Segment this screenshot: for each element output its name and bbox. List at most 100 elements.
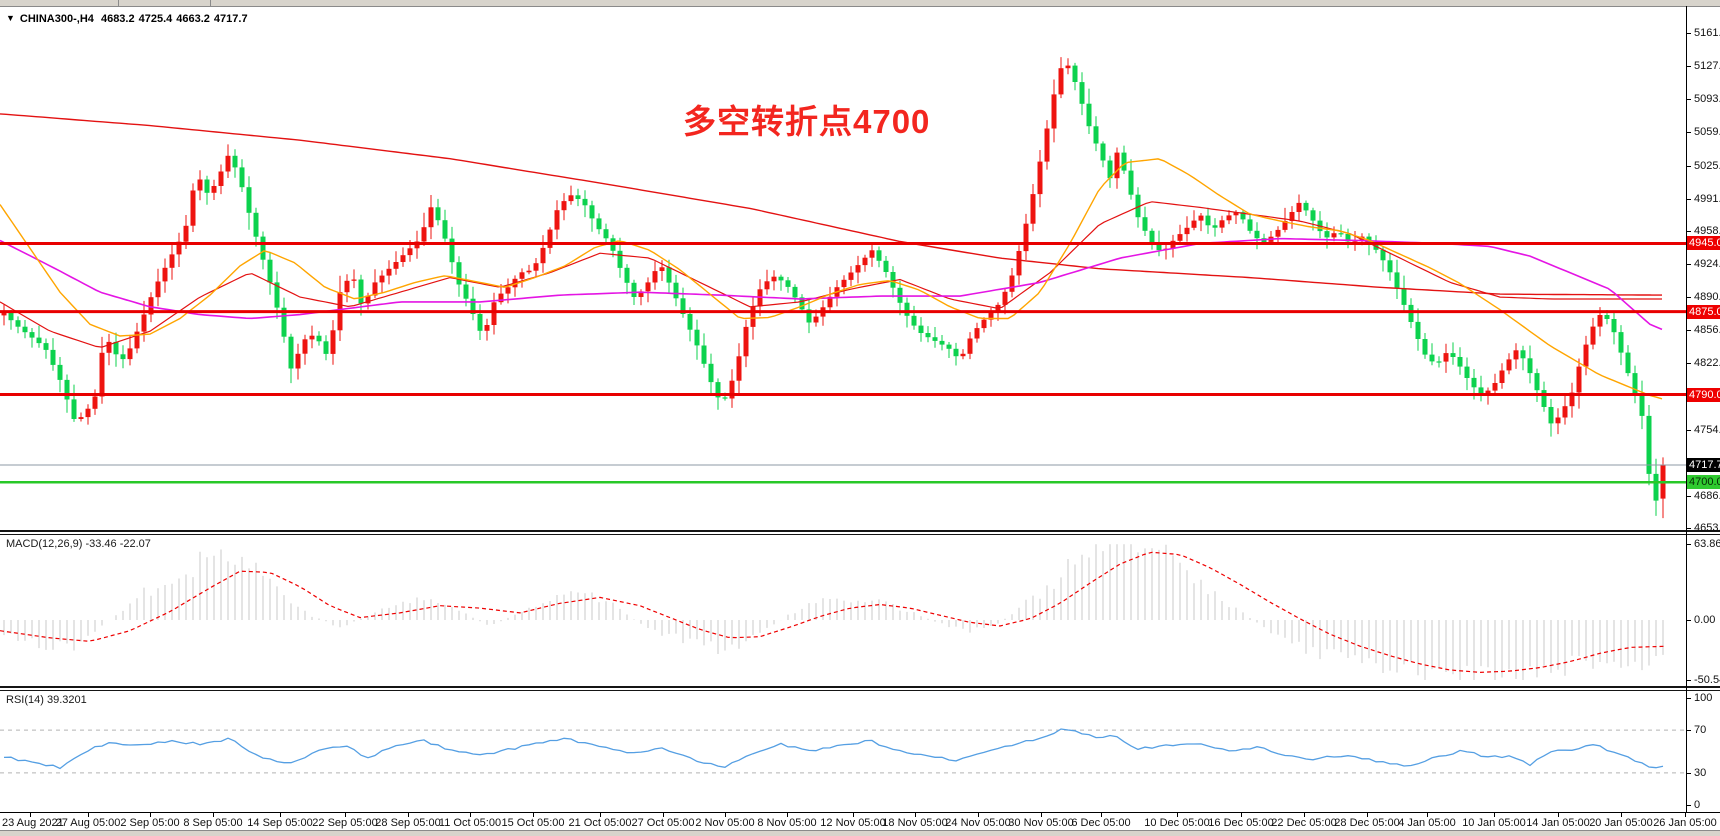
main-chart-canvas[interactable] bbox=[0, 7, 1686, 530]
close-value: 4717.7 bbox=[213, 13, 248, 25]
rsi-axis-label: 100 bbox=[1694, 692, 1713, 704]
time-tick bbox=[600, 813, 601, 817]
panel-separator bbox=[0, 530, 1720, 535]
time-tick bbox=[30, 813, 31, 817]
time-axis-label: 15 Oct 05:00 bbox=[501, 817, 565, 829]
axis-tick bbox=[1686, 544, 1691, 545]
time-axis-label: 24 Nov 05:00 bbox=[945, 817, 1011, 829]
price-axis-label: 4686.0 bbox=[1694, 489, 1720, 502]
axis-tick bbox=[1686, 99, 1691, 101]
time-tick bbox=[853, 813, 854, 817]
toolbar-strip bbox=[0, 0, 1720, 7]
rsi-axis-label: 0 bbox=[1694, 799, 1701, 811]
price-axis-label: 4890.0 bbox=[1694, 291, 1720, 304]
time-tick bbox=[1101, 813, 1102, 817]
time-axis-label: 11 Oct 05:00 bbox=[438, 817, 502, 829]
main-chart-panel[interactable]: ▼ CHINA300-,H4 4683.2 4725.4 4663.2 4717.7 多… bbox=[0, 7, 1720, 530]
macd-indicator-label: MACD(12,26,9) -33.46 -22.07 bbox=[6, 538, 151, 550]
price-axis-border bbox=[1686, 6, 1687, 812]
time-tick bbox=[1041, 813, 1042, 817]
time-axis-label: 2 Sep 05:00 bbox=[120, 817, 180, 829]
axis-tick bbox=[1686, 772, 1691, 774]
price-badge-4945.0: 4945.0 bbox=[1687, 236, 1720, 251]
axis-tick bbox=[1686, 698, 1691, 699]
low-value: 4663.2 bbox=[176, 13, 210, 25]
price-axis-label: 4958.0 bbox=[1694, 224, 1720, 237]
toolbar-divider bbox=[118, 0, 119, 6]
time-axis-label: 27 Aug 05:00 bbox=[55, 817, 121, 829]
time-tick bbox=[1367, 813, 1368, 817]
time-axis-label: 23 Aug 2021 bbox=[2, 817, 64, 829]
time-tick bbox=[1558, 813, 1559, 817]
axis-tick bbox=[1686, 66, 1691, 68]
macd-axis-label: 63.86 bbox=[1694, 538, 1720, 550]
time-tick bbox=[150, 813, 151, 817]
chevron-down-icon[interactable]: ▼ bbox=[6, 13, 15, 23]
macd-axis-label: -50.54 bbox=[1694, 674, 1720, 687]
ma-orange bbox=[0, 158, 1663, 400]
time-tick bbox=[787, 813, 788, 817]
time-axis-label: 26 Jan 05:00 bbox=[1653, 817, 1717, 829]
time-axis-label: 14 Jan 05:00 bbox=[1526, 817, 1590, 829]
time-axis[interactable]: 23 Aug 2021 27 Aug 05:00 2 Sep 05:00 8 Sep … bbox=[0, 812, 1720, 830]
time-axis-label: 14 Sep 05:00 bbox=[247, 817, 313, 829]
ma-long-red bbox=[0, 113, 1662, 296]
axis-tick bbox=[1686, 198, 1691, 200]
rsi-line bbox=[3, 728, 1664, 770]
axis-tick bbox=[1686, 165, 1691, 167]
price-badge-4717.7: 4717.7 bbox=[1687, 457, 1720, 472]
time-axis-label: 12 Nov 05:00 bbox=[820, 817, 886, 829]
price-axis-label: 4754.0 bbox=[1694, 423, 1720, 436]
axis-tick bbox=[1686, 680, 1691, 682]
macd-panel[interactable]: MACD(12,26,9) -33.46 -22.07 bbox=[0, 535, 1720, 686]
price-axis-label: 4856.0 bbox=[1694, 324, 1720, 337]
time-tick bbox=[345, 813, 346, 817]
price-axis-gutter[interactable]: 5161.0 5127.0 5093.0 5059.0 5025.0 4991.0 4958… bbox=[1686, 0, 1720, 836]
axis-tick bbox=[1686, 363, 1691, 365]
axis-tick bbox=[1686, 805, 1691, 806]
axis-tick bbox=[1686, 495, 1691, 497]
macd-canvas[interactable] bbox=[0, 535, 1686, 686]
axis-tick bbox=[1686, 132, 1691, 134]
time-tick bbox=[915, 813, 916, 817]
price-axis-label: 4991.0 bbox=[1694, 192, 1720, 205]
price-badge-4790.0: 4790.0 bbox=[1687, 387, 1720, 402]
time-tick bbox=[978, 813, 979, 817]
rsi-axis-label: 30 bbox=[1694, 766, 1707, 779]
chart-ohlc-header[interactable]: ▼ CHINA300-,H4 4683.2 4725.4 4663.2 4717.7 bbox=[6, 13, 252, 25]
time-tick bbox=[1241, 813, 1242, 817]
rsi-axis-label: 70 bbox=[1694, 724, 1707, 737]
price-axis-label: 5127.0 bbox=[1694, 60, 1720, 73]
time-tick bbox=[408, 813, 409, 817]
time-tick bbox=[1621, 813, 1622, 817]
rsi-panel[interactable]: RSI(14) 39.3201 bbox=[0, 691, 1720, 812]
price-axis-label: 4822.0 bbox=[1694, 357, 1720, 370]
time-tick bbox=[1427, 813, 1428, 817]
price-axis-label: 5093.0 bbox=[1694, 93, 1720, 106]
macd-histogram bbox=[3, 544, 1664, 680]
bottom-strip bbox=[0, 830, 1720, 836]
time-axis-label: 2 Nov 05:00 bbox=[695, 817, 755, 829]
candles bbox=[1, 57, 1666, 519]
axis-tick bbox=[1686, 620, 1691, 621]
high-value: 4725.4 bbox=[138, 13, 173, 25]
axis-tick bbox=[1686, 730, 1691, 732]
price-badge-4875.0: 4875.0 bbox=[1687, 304, 1720, 319]
price-axis-label: 4653.0 bbox=[1694, 521, 1720, 534]
time-tick bbox=[533, 813, 534, 817]
time-axis-label: 28 Sep 05:00 bbox=[375, 817, 441, 829]
axis-tick bbox=[1686, 33, 1691, 34]
rsi-canvas[interactable] bbox=[0, 691, 1686, 812]
axis-tick bbox=[1686, 297, 1691, 299]
time-axis-label: 8 Sep 05:00 bbox=[183, 817, 243, 829]
ma-magenta bbox=[0, 237, 1663, 331]
time-tick bbox=[280, 813, 281, 817]
time-axis-label: 6 Dec 05:00 bbox=[1071, 817, 1131, 829]
symbol-period-label: CHINA300-,H4 bbox=[19, 13, 94, 25]
macd-axis-label: 0.00 bbox=[1694, 614, 1716, 626]
time-axis-label: 30 Nov 05:00 bbox=[1008, 817, 1074, 829]
open-value: 4683.2 bbox=[100, 13, 135, 25]
time-axis-label: 21 Oct 05:00 bbox=[568, 817, 632, 829]
time-tick bbox=[1304, 813, 1305, 817]
